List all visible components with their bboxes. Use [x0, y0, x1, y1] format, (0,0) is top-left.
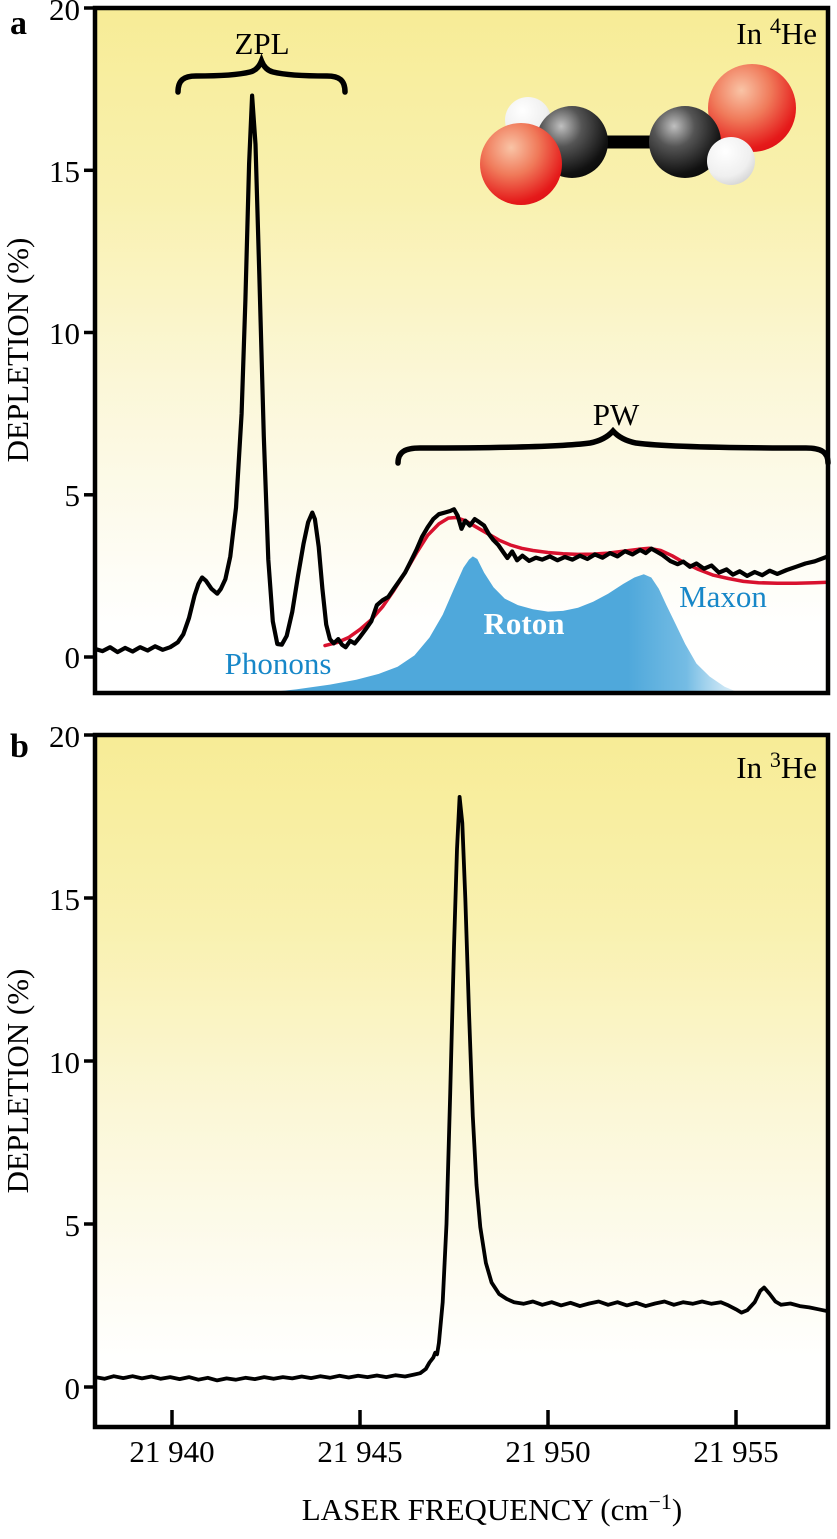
panel-b-frame [92, 732, 831, 1430]
panel-a-y-ticks [84, 6, 97, 659]
phonons-label: Phonons [225, 646, 332, 681]
y-tick-label: 10 [49, 1045, 80, 1080]
pw-brace [395, 426, 831, 466]
oxygen-atom [708, 64, 796, 152]
x-tick-label: 21 955 [693, 1434, 778, 1469]
panel-a-y-tick-labels: 20 15 10 5 0 [49, 0, 80, 675]
zpl-brace [175, 53, 348, 95]
x-tick-labels: 21 940 21 945 21 950 21 955 [129, 1434, 778, 1469]
y-tick-label: 5 [65, 1208, 81, 1243]
x-tick-label: 21 945 [317, 1434, 402, 1469]
pw-label: PW [593, 397, 640, 432]
maxon-label: Maxon [679, 579, 767, 614]
y-tick-label: 5 [65, 478, 81, 513]
panel-b-letter: b [10, 728, 29, 765]
x-tick-label: 21 940 [129, 1434, 214, 1469]
x-ticks [170, 1410, 738, 1425]
carbon-atom [649, 106, 721, 178]
panel-b-corner-label: In 3He [736, 747, 817, 785]
glyoxal-molecule [480, 64, 796, 205]
zpl-label: ZPL [234, 26, 289, 61]
panel-a-letter: a [10, 5, 27, 42]
roton-maxon-shaded-region [262, 556, 740, 693]
spectrum-curve-3he [95, 795, 828, 1383]
panel-a-frame [92, 5, 831, 696]
oxygen-atom [480, 123, 562, 205]
y-tick-label: 20 [49, 0, 80, 27]
hydrogen-atom [707, 137, 755, 185]
panel-b-y-ticks [84, 733, 97, 1389]
y-tick-label: 15 [49, 882, 80, 917]
x-axis-title: LASER FREQUENCY (cm−1) [302, 1489, 683, 1527]
y-tick-label: 0 [65, 1371, 81, 1406]
y-tick-label: 10 [49, 316, 80, 351]
panel-b-y-tick-labels: 20 15 10 5 0 [49, 719, 80, 1406]
panel-b: In 3He 20 15 10 5 0 21 940 21 945 [0, 719, 831, 1469]
y-axis-title-a: DEPLETION (%) [0, 238, 35, 463]
x-tick-label: 21 950 [505, 1434, 590, 1469]
panel-a: ZPL PW Phonons Roton Maxon In 4He 20 [0, 0, 831, 696]
y-tick-label: 15 [49, 154, 80, 189]
y-tick-label: 20 [49, 719, 80, 754]
roton-label: Roton [484, 606, 565, 641]
panel-a-corner-label: In 4He [736, 13, 817, 51]
y-tick-label: 0 [65, 640, 81, 675]
spectrum-curve-4he [95, 93, 828, 655]
y-axis-title-b: DEPLETION (%) [0, 969, 35, 1194]
